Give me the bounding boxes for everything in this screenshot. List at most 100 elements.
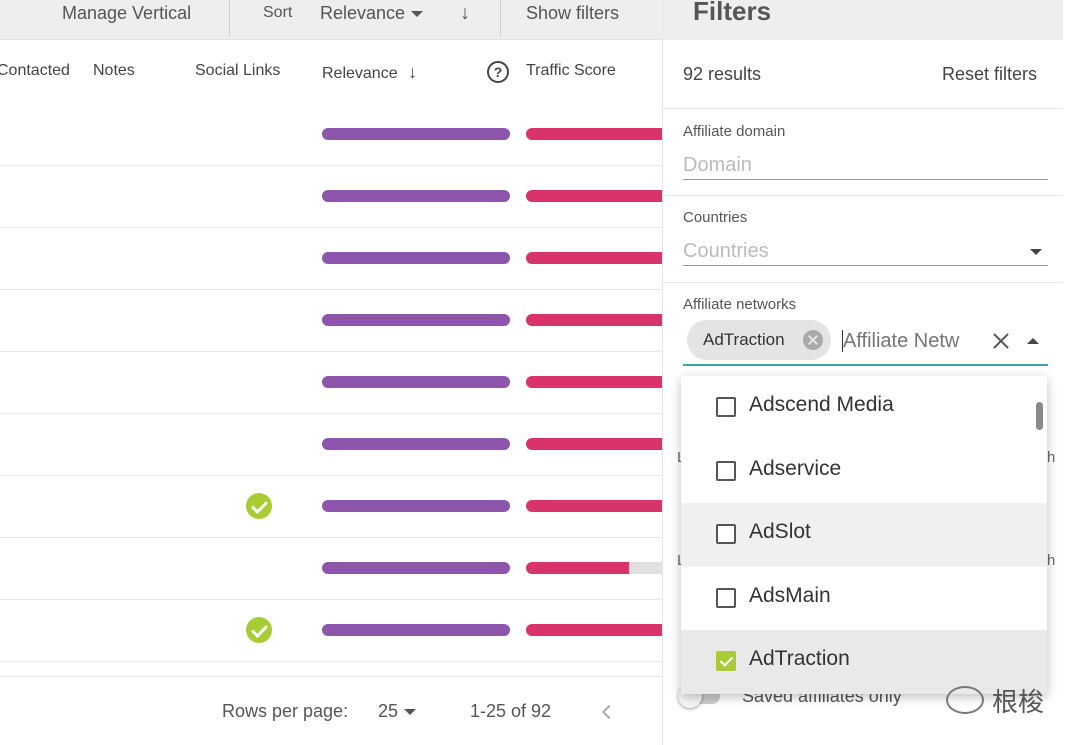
network-option-label: Adscend Media — [749, 393, 894, 416]
filters-header: Filters — [663, 0, 1063, 40]
table-row[interactable] — [0, 104, 662, 166]
relevance-bar — [322, 438, 510, 450]
relevance-bar — [322, 562, 510, 574]
sort-label: Sort — [263, 4, 293, 21]
traffic-score-fill — [526, 252, 662, 264]
traffic-score-bar — [526, 252, 662, 264]
traffic-score-fill — [526, 500, 662, 512]
watermark-text: 根梭 — [992, 687, 1045, 717]
remove-chip-icon[interactable] — [802, 330, 823, 350]
table-row[interactable] — [0, 290, 662, 352]
traffic-score-bar — [526, 624, 662, 636]
dropdown-scrollbar[interactable] — [1036, 402, 1043, 430]
network-option[interactable]: AdsMain — [681, 567, 1047, 631]
table-row[interactable] — [0, 352, 662, 414]
column-header-relevance-label: Relevance — [322, 65, 398, 82]
checkbox-icon[interactable] — [716, 524, 736, 544]
traffic-score-bar — [526, 190, 662, 202]
pagination-range: 1-25 of 92 — [470, 701, 552, 721]
traffic-score-bar — [526, 376, 662, 388]
column-header-notes[interactable]: Notes — [93, 62, 135, 79]
checkbox-checked-icon[interactable] — [716, 651, 736, 671]
table-row[interactable] — [0, 414, 662, 476]
traffic-score-bar — [526, 500, 662, 512]
caret-down-icon — [404, 709, 417, 716]
arrow-down-icon: ↓ — [408, 62, 418, 82]
network-option-label: AdsMain — [749, 583, 831, 607]
checkbox-icon[interactable] — [716, 587, 736, 608]
checkbox-icon[interactable] — [716, 397, 736, 417]
traffic-score-fill — [526, 624, 662, 636]
show-filters-button[interactable]: Show filters — [526, 3, 620, 23]
pagination-footer: Rows per page: 25 1-25 of 92 — [0, 676, 662, 745]
column-header-contacted[interactable]: Contacted — [0, 62, 70, 79]
results-count: 92 results — [683, 64, 762, 84]
table-header: Contacted Notes Social Links Relevance ↓… — [0, 40, 662, 104]
sort-select[interactable]: Relevance — [320, 0, 424, 26]
focus-underline — [683, 364, 1048, 366]
previous-page-chevron-icon[interactable] — [601, 704, 617, 720]
watermark: 根梭 — [946, 680, 1046, 717]
column-header-traffic-score[interactable]: Traffic Score — [526, 62, 616, 79]
affiliate-networks-label: Affiliate networks — [683, 296, 797, 313]
rows-per-page-label: Rows per page: — [222, 701, 349, 721]
network-option[interactable]: AdSlot — [681, 503, 1047, 567]
countries-label: Countries — [683, 209, 748, 226]
traffic-score-fill — [526, 376, 662, 388]
relevance-bar — [322, 314, 510, 326]
column-header-relevance[interactable]: Relevance ↓ — [322, 62, 417, 83]
affiliate-networks-dropdown: Adscend Media Adservice AdSlot AdsMain AdTra… — [681, 376, 1047, 694]
filters-title: Filters — [693, 0, 772, 26]
toolbar-divider — [500, 0, 501, 36]
toolbar-divider — [229, 0, 230, 36]
manage-vertical-button[interactable]: Manage Vertical — [62, 3, 192, 23]
checkbox-icon[interactable] — [716, 460, 736, 481]
affiliate-domain-input[interactable]: Domain — [683, 150, 1048, 180]
hidden-field-label: h — [1047, 449, 1056, 466]
help-icon[interactable]: ? — [487, 61, 509, 83]
rows-per-page-select[interactable]: 25 — [378, 701, 417, 722]
affiliate-domain-label: Affiliate domain — [683, 123, 786, 140]
divider — [663, 282, 1063, 283]
table-row[interactable] — [0, 476, 662, 538]
chip-label: AdTraction — [703, 330, 785, 349]
network-option[interactable]: Adservice — [681, 440, 1047, 504]
sort-direction-button[interactable]: ↓ — [460, 0, 470, 26]
traffic-score-bar — [526, 438, 662, 450]
table-row[interactable] — [0, 166, 662, 228]
table-row[interactable] — [0, 538, 662, 600]
caret-down-icon — [1030, 249, 1042, 255]
hidden-field-label: h — [1047, 552, 1056, 569]
sort-select-value: Relevance — [320, 3, 406, 23]
network-option[interactable]: AdTraction — [681, 630, 1047, 694]
divider — [663, 108, 1063, 109]
affiliate-networks-input[interactable] — [843, 330, 973, 353]
caret-up-icon[interactable] — [1027, 338, 1039, 344]
network-option-label: AdSlot — [749, 520, 811, 543]
traffic-score-bar — [526, 562, 662, 574]
traffic-score-fill — [526, 190, 662, 202]
relevance-bar — [322, 252, 510, 264]
text-cursor — [842, 330, 843, 352]
divider — [663, 195, 1063, 196]
network-option-label: Adservice — [749, 456, 842, 480]
relevance-bar — [322, 624, 510, 636]
reset-filters-button[interactable]: Reset filters — [941, 64, 1037, 84]
table-row[interactable] — [0, 600, 662, 662]
relevance-bar — [322, 128, 510, 140]
selected-network-chip: AdTraction — [687, 320, 831, 360]
countries-select[interactable]: Countries — [683, 236, 1048, 266]
network-option-label: AdTraction — [749, 647, 850, 670]
table-body — [0, 104, 662, 662]
table-row[interactable] — [0, 228, 662, 290]
countries-placeholder: Countries — [683, 240, 769, 262]
clear-icon[interactable] — [991, 331, 1011, 351]
rows-per-page-value: 25 — [378, 701, 399, 721]
traffic-score-bar — [526, 128, 662, 140]
relevance-bar — [322, 500, 510, 512]
chat-bubble-icon — [946, 686, 984, 714]
arrow-down-icon: ↓ — [460, 2, 470, 24]
network-option[interactable]: Adscend Media — [681, 376, 1047, 440]
column-header-social-links[interactable]: Social Links — [195, 62, 281, 79]
traffic-score-bar — [526, 314, 662, 326]
